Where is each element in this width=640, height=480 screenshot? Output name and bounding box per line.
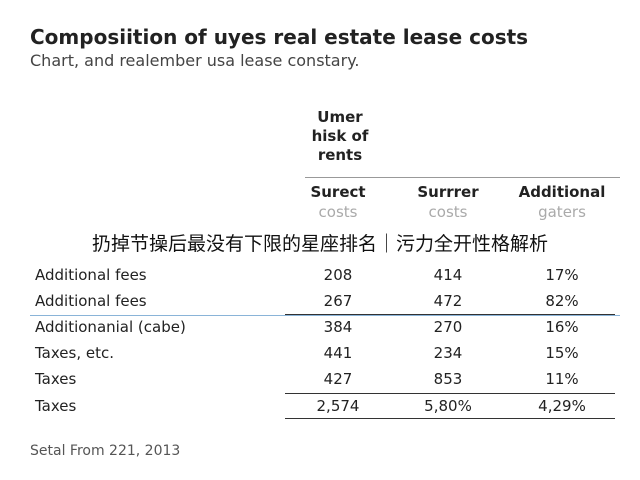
column-sub: costs [318, 203, 358, 221]
row-label: Additional fees [35, 266, 147, 284]
highlight-line [30, 315, 620, 316]
cell: 853 [433, 370, 463, 388]
cell: 15% [545, 344, 579, 362]
rule [285, 393, 615, 394]
column-sub: costs [428, 203, 468, 221]
cell: 5,80% [424, 397, 472, 415]
subtitle: Chart, and realember usa lease constary. [30, 51, 360, 70]
cell: 427 [323, 370, 353, 388]
cell: 384 [323, 318, 353, 336]
banner: 扔掉节操后最没有下限的星座排名｜污力全开性格解析 [0, 229, 640, 259]
cell: 11% [545, 370, 579, 388]
column-sub: gaters [538, 203, 586, 221]
rule [305, 177, 620, 178]
cell: 267 [323, 292, 353, 310]
row-label: Taxes [35, 397, 77, 415]
cell: 17% [545, 266, 579, 284]
rule [285, 418, 615, 419]
cell: 472 [433, 292, 463, 310]
cell: 208 [323, 266, 353, 284]
column-header: Surrrer costs [388, 182, 508, 222]
row-label: Taxes [35, 370, 77, 388]
cell: 414 [433, 266, 463, 284]
cell: 270 [433, 318, 463, 336]
cell: 4,29% [538, 397, 586, 415]
cell: 16% [545, 318, 579, 336]
title: Composiition of uyes real estate lease c… [30, 25, 529, 49]
column-header: Surect costs [278, 182, 398, 222]
row-label: Taxes, etc. [35, 344, 114, 362]
rule [285, 314, 615, 315]
cell: 234 [433, 344, 463, 362]
column-title: Surrrer [417, 183, 479, 201]
cell: 441 [323, 344, 353, 362]
group-header: Umer hisk of rents [311, 108, 369, 164]
column-title: Additional [518, 183, 606, 201]
row-label: Additionanial (cabe) [35, 318, 186, 336]
footer: Setal From 221, 2013 [30, 443, 181, 459]
column-title: Surect [310, 183, 366, 201]
cell: 2,574 [316, 397, 360, 415]
column-header: Additional gaters [502, 182, 622, 222]
cell: 82% [545, 292, 579, 310]
row-label: Additional fees [35, 292, 147, 310]
